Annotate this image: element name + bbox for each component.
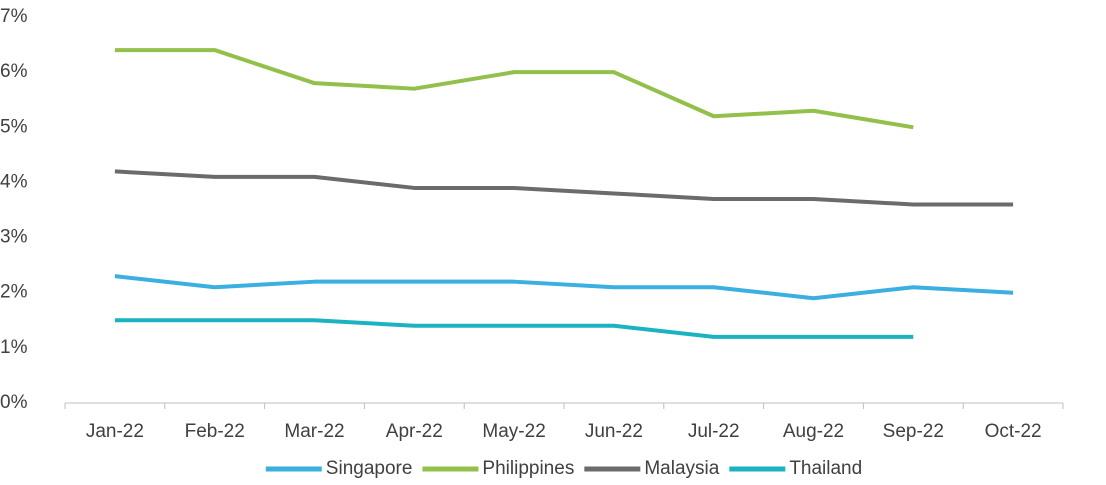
- series-line: [114, 169, 1014, 207]
- y-tick-label: 3%: [0, 227, 28, 248]
- x-tick-label: Oct-22: [985, 421, 1042, 442]
- y-tick-label: 5%: [0, 116, 28, 137]
- x-tick-label: Jul-22: [688, 421, 740, 442]
- x-tick-label: Mar-22: [284, 421, 344, 442]
- legend-label: Philippines: [482, 458, 574, 479]
- x-tick-label: Sep-22: [883, 421, 944, 442]
- series-line: [114, 274, 1014, 301]
- legend-label: Malaysia: [644, 458, 719, 479]
- x-tick-label: Feb-22: [185, 421, 245, 442]
- legend-label: Singapore: [326, 458, 413, 479]
- series-line: [114, 318, 914, 339]
- y-tick-label: 4%: [0, 171, 28, 192]
- x-tick-label: Apr-22: [386, 421, 443, 442]
- x-tick-label: Jun-22: [585, 421, 643, 442]
- y-tick-label: 2%: [0, 282, 28, 303]
- x-tick-label: Aug-22: [783, 421, 844, 442]
- legend-label: Thailand: [789, 458, 862, 479]
- x-tick-label: May-22: [482, 421, 545, 442]
- y-tick-label: 0%: [0, 392, 28, 413]
- y-tick-label: 6%: [0, 61, 28, 82]
- y-tick-label: 1%: [0, 337, 28, 358]
- x-tick-label: Jan-22: [86, 421, 144, 442]
- y-tick-label: 7%: [0, 6, 28, 27]
- series-line: [114, 48, 914, 130]
